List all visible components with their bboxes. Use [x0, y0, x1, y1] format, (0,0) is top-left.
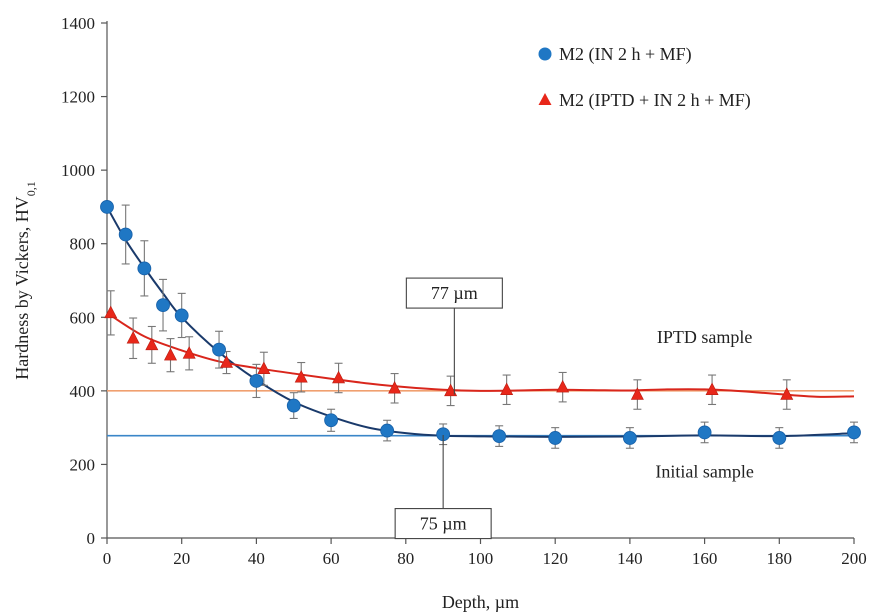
data-point-series-2: [164, 347, 177, 361]
y-tick-label: 800: [70, 235, 96, 254]
x-tick-label: 200: [841, 549, 867, 568]
data-point-series-1: [156, 298, 170, 313]
x-tick-label: 180: [767, 549, 793, 568]
data-point-series-1: [697, 425, 712, 440]
y-tick-label: 400: [70, 382, 96, 401]
annotations: 77 µm 75 µm IPTD sample Initial sample: [394, 277, 754, 540]
annotation-label: IPTD sample: [657, 327, 752, 347]
x-tick-label: 100: [468, 549, 494, 568]
axes: 0 200 400 600 800 1000 1200 1400 0 20 40 60 80 100 120…: [61, 14, 867, 568]
data-point-series-2: [104, 305, 118, 319]
legend-marker-series-2: [538, 93, 552, 105]
y-tick-label: 0: [87, 529, 96, 548]
data-point-series-1: [324, 413, 339, 428]
reference-lines: [107, 390, 854, 437]
y-tick-label: 600: [70, 308, 96, 327]
data-point-series-2: [145, 337, 159, 351]
data-point-series-2: [294, 369, 308, 383]
y-tick-label: 200: [70, 455, 96, 474]
x-tick-label: 60: [323, 549, 340, 568]
annotation-label: 77 µm: [431, 283, 478, 303]
data-markers: [100, 200, 861, 445]
data-point-series-1: [772, 431, 787, 445]
legend-label-series-1: M2 (IN 2 h + MF): [559, 44, 692, 65]
data-point-series-1: [212, 342, 226, 357]
data-point-series-1: [380, 423, 395, 438]
x-tick-label: 120: [542, 549, 568, 568]
data-point-series-1: [118, 227, 133, 242]
data-point-series-2: [556, 379, 570, 393]
data-point-series-1: [286, 398, 301, 413]
data-point-series-2: [257, 361, 271, 375]
x-tick-label: 80: [397, 549, 414, 568]
y-tick-label: 1200: [61, 88, 95, 107]
y-tick-label: 1000: [61, 161, 95, 180]
data-point-series-1: [548, 431, 563, 445]
trend-lines: [106, 206, 855, 438]
data-point-series-2: [705, 382, 719, 396]
data-point-series-1: [847, 425, 861, 440]
annotation-box: [394, 508, 492, 540]
data-point-series-1: [100, 200, 114, 214]
annotation-label: 75 µm: [420, 514, 467, 534]
data-point-series-1: [137, 261, 152, 276]
data-point-series-2: [388, 381, 402, 394]
data-point-series-1: [492, 429, 507, 444]
data-point-series-2: [182, 346, 196, 359]
data-point-series-2: [220, 355, 234, 368]
data-point-series-2: [780, 387, 794, 400]
legend: M2 (IN 2 h + MF) M2 (IPTD + IN 2 h + MF): [538, 44, 751, 111]
x-tick-label: 0: [103, 549, 112, 568]
legend-marker-series-1: [538, 47, 552, 61]
x-axis-title: Depth, µm: [442, 592, 519, 612]
data-point-series-2: [332, 370, 346, 384]
data-point-series-2: [444, 383, 458, 397]
data-point-series-1: [174, 308, 189, 323]
data-point-series-2: [126, 331, 140, 344]
annotation-box: [405, 277, 503, 309]
data-point-series-2: [630, 387, 644, 400]
legend-label-series-2: M2 (IPTD + IN 2 h + MF): [559, 90, 751, 111]
y-tick-label: 1400: [61, 14, 95, 33]
data-point-series-1: [249, 374, 264, 388]
x-tick-label: 20: [173, 549, 190, 568]
data-point-series-1: [623, 431, 637, 445]
x-tick-label: 160: [692, 549, 718, 568]
x-tick-label: 40: [248, 549, 265, 568]
data-point-series-2: [500, 382, 514, 396]
y-axis-title: Hardness by Vickers, HV0,1: [12, 181, 38, 380]
trend-line-series-1: [106, 206, 855, 438]
x-tick-label: 140: [617, 549, 643, 568]
annotation-label: Initial sample: [655, 461, 753, 481]
